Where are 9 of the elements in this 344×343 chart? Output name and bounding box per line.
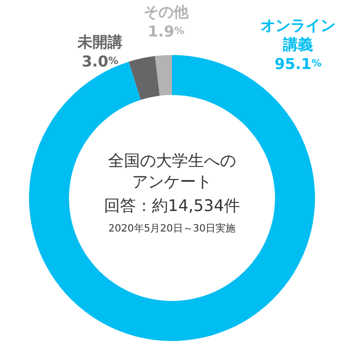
slice-label: その他 [144,3,190,21]
text: 2020年5月20日～30日実施 [108,222,236,234]
data-label: 95.1% [274,55,322,73]
data-label: 3.0% [82,52,118,70]
data-label: 1.9% [148,22,184,40]
text: 回答：約14,534件 [104,196,240,215]
slice-label: 未開講 [76,33,122,51]
slice-label: オンライン講義 [260,16,336,54]
text: 全国の大学生へのアンケート [108,151,236,191]
